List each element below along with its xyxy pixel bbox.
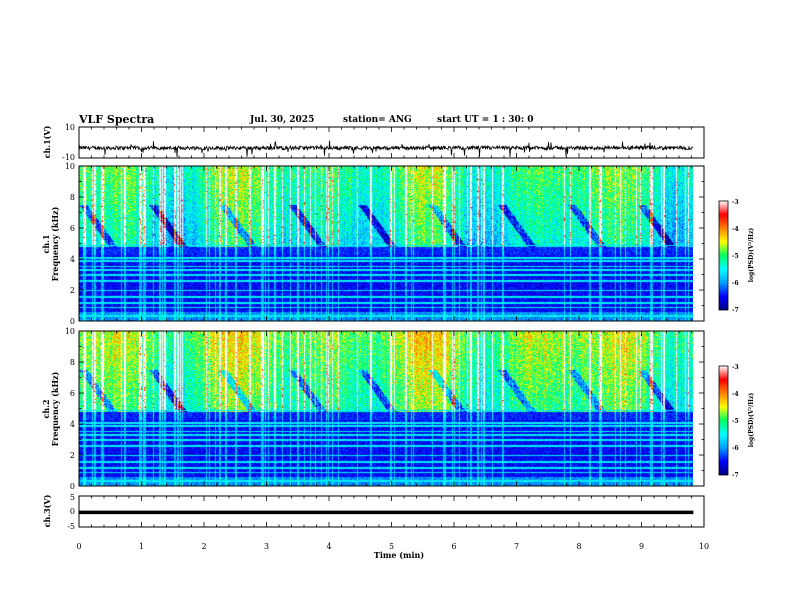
ch1-ylabel: ch.1(V) — [42, 125, 52, 158]
xtick-0: 0 — [76, 542, 81, 551]
ch1-spectrogram-panel: 0 2 4 6 8 10 ch.1 Frequency (kHz) -3 -4 … — [41, 162, 755, 326]
xtick-4: 4 — [326, 542, 331, 551]
ch2-cbar-tick-m5: -5 — [732, 418, 739, 425]
ch1-ytick-bottom: -10 — [62, 153, 75, 162]
x-axis-label: Time (min) — [374, 550, 424, 560]
axis-tick-marks — [78, 127, 705, 527]
xtick-1: 1 — [139, 542, 144, 551]
ch3-ylabel: ch.3(V) — [42, 494, 52, 527]
ch1-cbar-tick-m4: -4 — [732, 226, 739, 233]
station-label: station= ANG — [343, 115, 412, 125]
ch2-ytick-6: 6 — [70, 389, 75, 398]
ch3-ytick-m5: -5 — [67, 522, 75, 531]
ch1-colorbar-label: log(PSD)(V²/Hz) — [748, 228, 755, 283]
ch1-colorbar-frame — [718, 200, 729, 311]
figure-title: VLF Spectra — [78, 113, 154, 126]
ch1-cbar-tick-m3: -3 — [732, 199, 739, 206]
ch1-waveform-panel: 10 -10 ch.1(V) — [42, 123, 705, 162]
ch2-spectrogram-panel: 0 2 4 6 8 10 ch.2 Frequency (kHz) -3 -4 … — [41, 327, 755, 491]
ch2-ytick-10: 10 — [65, 327, 75, 336]
ch1-ytick-8: 8 — [70, 193, 75, 202]
xtick-6: 6 — [451, 542, 456, 551]
ch1-cbar-tick-m5: -5 — [732, 253, 739, 260]
ch2-cbar-tick-m4: -4 — [732, 391, 739, 398]
xtick-5: 5 — [389, 542, 394, 551]
ch2-spectrogram-image — [79, 331, 693, 486]
x-axis: 0 1 2 3 4 5 6 7 8 9 10 Time (min) — [76, 542, 709, 560]
ch1-waveform-line — [78, 140, 694, 158]
xtick-10: 10 — [699, 542, 709, 551]
ch2-ytick-2: 2 — [70, 451, 75, 460]
ch1-ytick-0: 0 — [70, 317, 75, 326]
ch1-ytick-4: 4 — [70, 255, 75, 264]
xtick-7: 7 — [514, 542, 519, 551]
ch3-ytick-5: 5 — [70, 493, 75, 502]
ch2-colorbar-frame — [718, 365, 729, 476]
ch1-cbar-tick-m7: -7 — [732, 307, 739, 314]
start-ut-label: start UT = 1 : 30: 0 — [437, 115, 534, 125]
xtick-2: 2 — [201, 542, 206, 551]
ch1-waveform-frame — [78, 126, 705, 159]
xtick-3: 3 — [264, 542, 269, 551]
ch1-ytick-2: 2 — [70, 286, 75, 295]
ch2-ytick-8: 8 — [70, 358, 75, 367]
ch2-cbar-tick-m3: -3 — [732, 364, 739, 371]
ch2-ytick-4: 4 — [70, 420, 75, 429]
ch3-ytick-0: 0 — [70, 507, 75, 516]
ch1-ytick-10: 10 — [65, 162, 75, 171]
ch1-ytick-top: 10 — [65, 123, 75, 132]
date-label: Jul. 30, 2025 — [249, 115, 314, 125]
ch2-cbar-tick-m6: -6 — [732, 445, 739, 452]
xtick-9: 9 — [639, 542, 644, 551]
ch2-ylabel-frequency: Frequency (kHz) — [50, 371, 60, 446]
ch2-ytick-0: 0 — [70, 482, 75, 491]
ch1-cbar-tick-m6: -6 — [732, 280, 739, 287]
ch2-colorbar — [719, 366, 728, 475]
ch2-ylabel-channel: ch.2 — [41, 399, 51, 418]
ch1-ytick-6: 6 — [70, 224, 75, 233]
ch1-spectrogram-image — [79, 166, 693, 321]
ch2-colorbar-label: log(PSD)(V²/Hz) — [748, 393, 755, 448]
xtick-8: 8 — [576, 542, 581, 551]
ch1-colorbar — [719, 201, 728, 310]
ch1-ylabel-frequency: Frequency (kHz) — [50, 206, 60, 281]
ch2-cbar-tick-m7: -7 — [732, 472, 739, 479]
ch1-ylabel-channel: ch.1 — [41, 234, 51, 253]
